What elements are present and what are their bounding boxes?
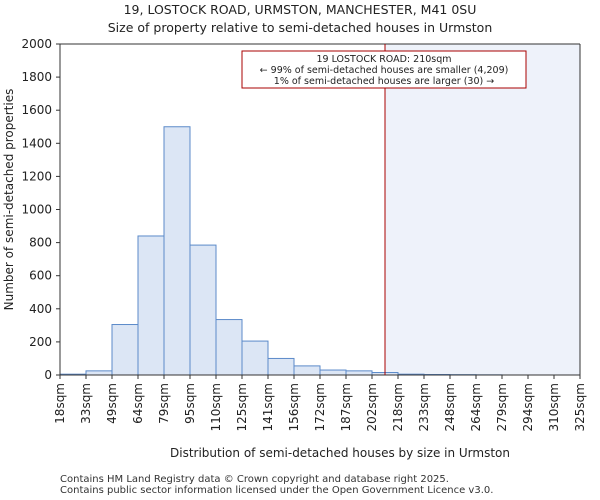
larger-region-shade bbox=[385, 44, 580, 375]
x-tick-label: 18sqm bbox=[53, 383, 67, 424]
x-tick-label: 95sqm bbox=[183, 383, 197, 424]
x-axis-label: Distribution of semi-detached houses by … bbox=[170, 446, 510, 460]
annotation-box bbox=[241, 50, 527, 89]
y-tick-label: 800 bbox=[29, 236, 52, 250]
x-tick-label: 310sqm bbox=[547, 383, 561, 431]
y-tick-label: 400 bbox=[29, 302, 52, 316]
y-tick-label: 0 bbox=[44, 368, 52, 382]
footer-copyright: Contains HM Land Registry data © Crown c… bbox=[60, 474, 449, 485]
x-tick-label: 248sqm bbox=[443, 383, 457, 431]
histogram-bar bbox=[319, 369, 347, 376]
x-tick-label: 279sqm bbox=[495, 383, 509, 431]
y-tick-label: 1600 bbox=[21, 103, 52, 117]
y-tick-label: 200 bbox=[29, 335, 52, 349]
x-tick-label: 79sqm bbox=[157, 383, 171, 424]
x-tick-label: 156sqm bbox=[287, 383, 301, 431]
histogram-bar bbox=[85, 370, 113, 376]
x-tick-label: 325sqm bbox=[573, 383, 587, 431]
x-tick-label: 233sqm bbox=[417, 383, 431, 431]
histogram-bar bbox=[111, 324, 139, 376]
histogram-bar bbox=[293, 365, 321, 376]
x-tick-label: 218sqm bbox=[391, 383, 405, 431]
x-tick-label: 49sqm bbox=[105, 383, 119, 424]
y-tick-label: 600 bbox=[29, 269, 52, 283]
y-tick-label: 1200 bbox=[21, 169, 52, 183]
histogram-bar bbox=[215, 319, 243, 376]
histogram-bar bbox=[241, 340, 269, 376]
y-tick-label: 2000 bbox=[21, 37, 52, 51]
y-tick-label: 1400 bbox=[21, 136, 52, 150]
footer-licence: Contains public sector information licen… bbox=[60, 485, 494, 496]
y-axis-label: Number of semi-detached properties bbox=[2, 89, 16, 311]
x-tick-label: 64sqm bbox=[131, 383, 145, 424]
chart-title-subtitle: Size of property relative to semi-detach… bbox=[107, 20, 493, 35]
x-tick-label: 202sqm bbox=[365, 383, 379, 431]
annotation-text-line: 1% of semi-detached houses are larger (3… bbox=[274, 76, 494, 87]
histogram-bar bbox=[267, 357, 295, 376]
x-tick-label: 125sqm bbox=[235, 383, 249, 431]
x-tick-label: 172sqm bbox=[313, 383, 327, 431]
histogram-bar bbox=[137, 235, 165, 376]
annotation-text-line: ← 99% of semi-detached houses are smalle… bbox=[260, 65, 509, 76]
x-tick-label: 187sqm bbox=[339, 383, 353, 431]
histogram-bar bbox=[189, 244, 217, 376]
chart-title-address: 19, LOSTOCK ROAD, URMSTON, MANCHESTER, M… bbox=[123, 2, 477, 17]
x-tick-label: 110sqm bbox=[209, 383, 223, 431]
x-tick-label: 294sqm bbox=[521, 383, 535, 431]
x-tick-label: 33sqm bbox=[79, 383, 93, 424]
annotation-text-line: 19 LOSTOCK ROAD: 210sqm bbox=[316, 54, 451, 65]
histogram-bar bbox=[163, 126, 191, 376]
y-tick-label: 1000 bbox=[21, 203, 52, 217]
y-tick-label: 1800 bbox=[21, 70, 52, 84]
x-tick-label: 264sqm bbox=[469, 383, 483, 431]
x-tick-label: 141sqm bbox=[261, 383, 275, 431]
histogram-bar bbox=[345, 370, 373, 376]
